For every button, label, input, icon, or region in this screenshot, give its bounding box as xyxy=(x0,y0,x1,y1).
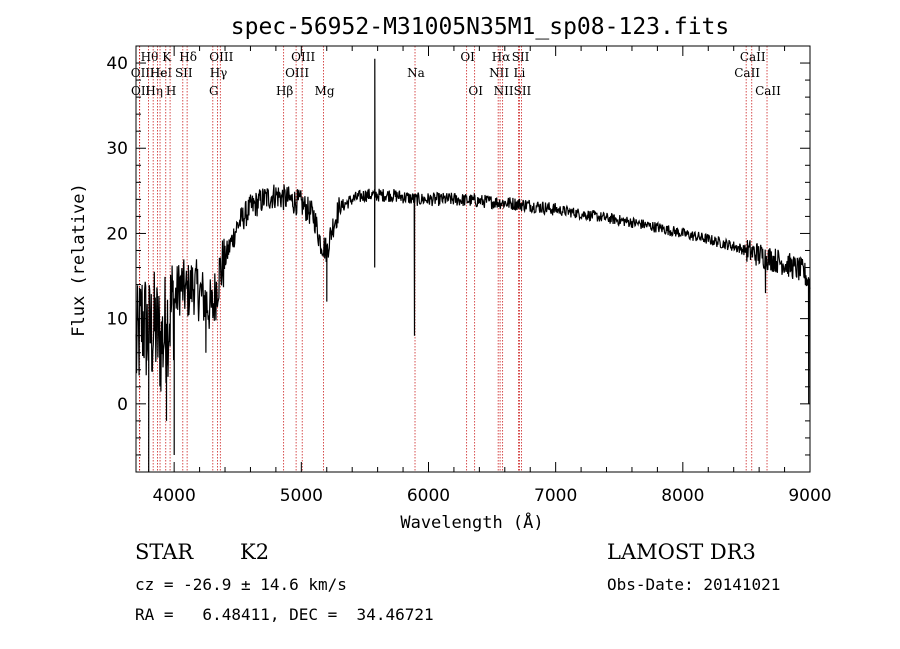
emission-line-label: H xyxy=(166,84,176,98)
redshift-line: cz = -26.9 ± 14.6 km/s xyxy=(135,575,347,594)
emission-line-label: Hγ xyxy=(210,66,228,80)
x-tick-label: 9000 xyxy=(788,486,831,506)
emission-line-label: Na xyxy=(407,66,425,80)
x-tick-label: 6000 xyxy=(407,486,450,506)
observation-date: Obs-Date: 20141021 xyxy=(607,575,781,594)
y-tick-label: 20 xyxy=(106,224,128,244)
emission-line-label: OIII xyxy=(285,66,309,80)
emission-line-label: OIII xyxy=(209,50,233,64)
emission-line-label: SII xyxy=(514,84,532,98)
object-subclass: K2 xyxy=(240,540,270,564)
axes-layer: 4000 5000 6000 7000 8000 9000 0 10 20 30 40 xyxy=(106,45,832,506)
x-tick-label: 7000 xyxy=(534,486,577,506)
emission-line-label: Hη xyxy=(145,84,163,98)
x-axis-label: Wavelength (Å) xyxy=(400,511,543,533)
emission-line-label: NII xyxy=(494,84,514,98)
emission-line-label: Hα xyxy=(492,50,511,64)
emission-lines-layer: OIIOIIHθHηHeHeIKHSIIHδGHγOIIIHβOIIIOIIIM… xyxy=(131,46,781,472)
emission-line-label: OII xyxy=(131,66,151,80)
emission-line-label: CaII xyxy=(755,84,781,98)
emission-line-label: OI xyxy=(468,84,483,98)
emission-line-label: SII xyxy=(175,66,193,80)
y-tick-label: 10 xyxy=(106,310,128,330)
emission-line-label: CaII xyxy=(734,66,760,80)
y-tick-label: 40 xyxy=(106,54,128,74)
emission-line-label: OIII xyxy=(291,50,315,64)
spectrum-line xyxy=(135,58,811,473)
emission-line-label: SII xyxy=(512,50,530,64)
object-class: STAR xyxy=(135,540,194,564)
x-tick-label: 5000 xyxy=(280,486,323,506)
emission-line-label: CaII xyxy=(740,50,766,64)
chart-title: spec-56952-M31005N35M1_sp08-123.fits xyxy=(231,14,730,40)
x-tick-label: 8000 xyxy=(661,486,704,506)
emission-line-label: K xyxy=(162,50,172,64)
emission-line-label: OI xyxy=(460,50,475,64)
y-axis-label: Flux (relative) xyxy=(69,183,89,337)
emission-line-label: Hθ xyxy=(141,50,159,64)
coordinates: RA = 6.48411, DEC = 34.46721 xyxy=(135,605,434,624)
emission-line-label: NII xyxy=(489,66,509,80)
emission-line-label: Hδ xyxy=(179,50,197,64)
plot-frame xyxy=(135,45,811,473)
emission-line-label: HeI xyxy=(150,66,173,80)
y-tick-label: 0 xyxy=(117,395,128,415)
survey-name: LAMOST DR3 xyxy=(607,540,756,564)
spectrum-layer xyxy=(135,58,811,473)
emission-line-label: G xyxy=(209,84,219,98)
y-tick-label: 30 xyxy=(106,139,128,159)
emission-line-label: Hβ xyxy=(276,84,293,98)
emission-line-label: Mg xyxy=(315,84,335,98)
x-tick-label: 4000 xyxy=(153,486,196,506)
emission-line-label: He xyxy=(150,66,168,80)
